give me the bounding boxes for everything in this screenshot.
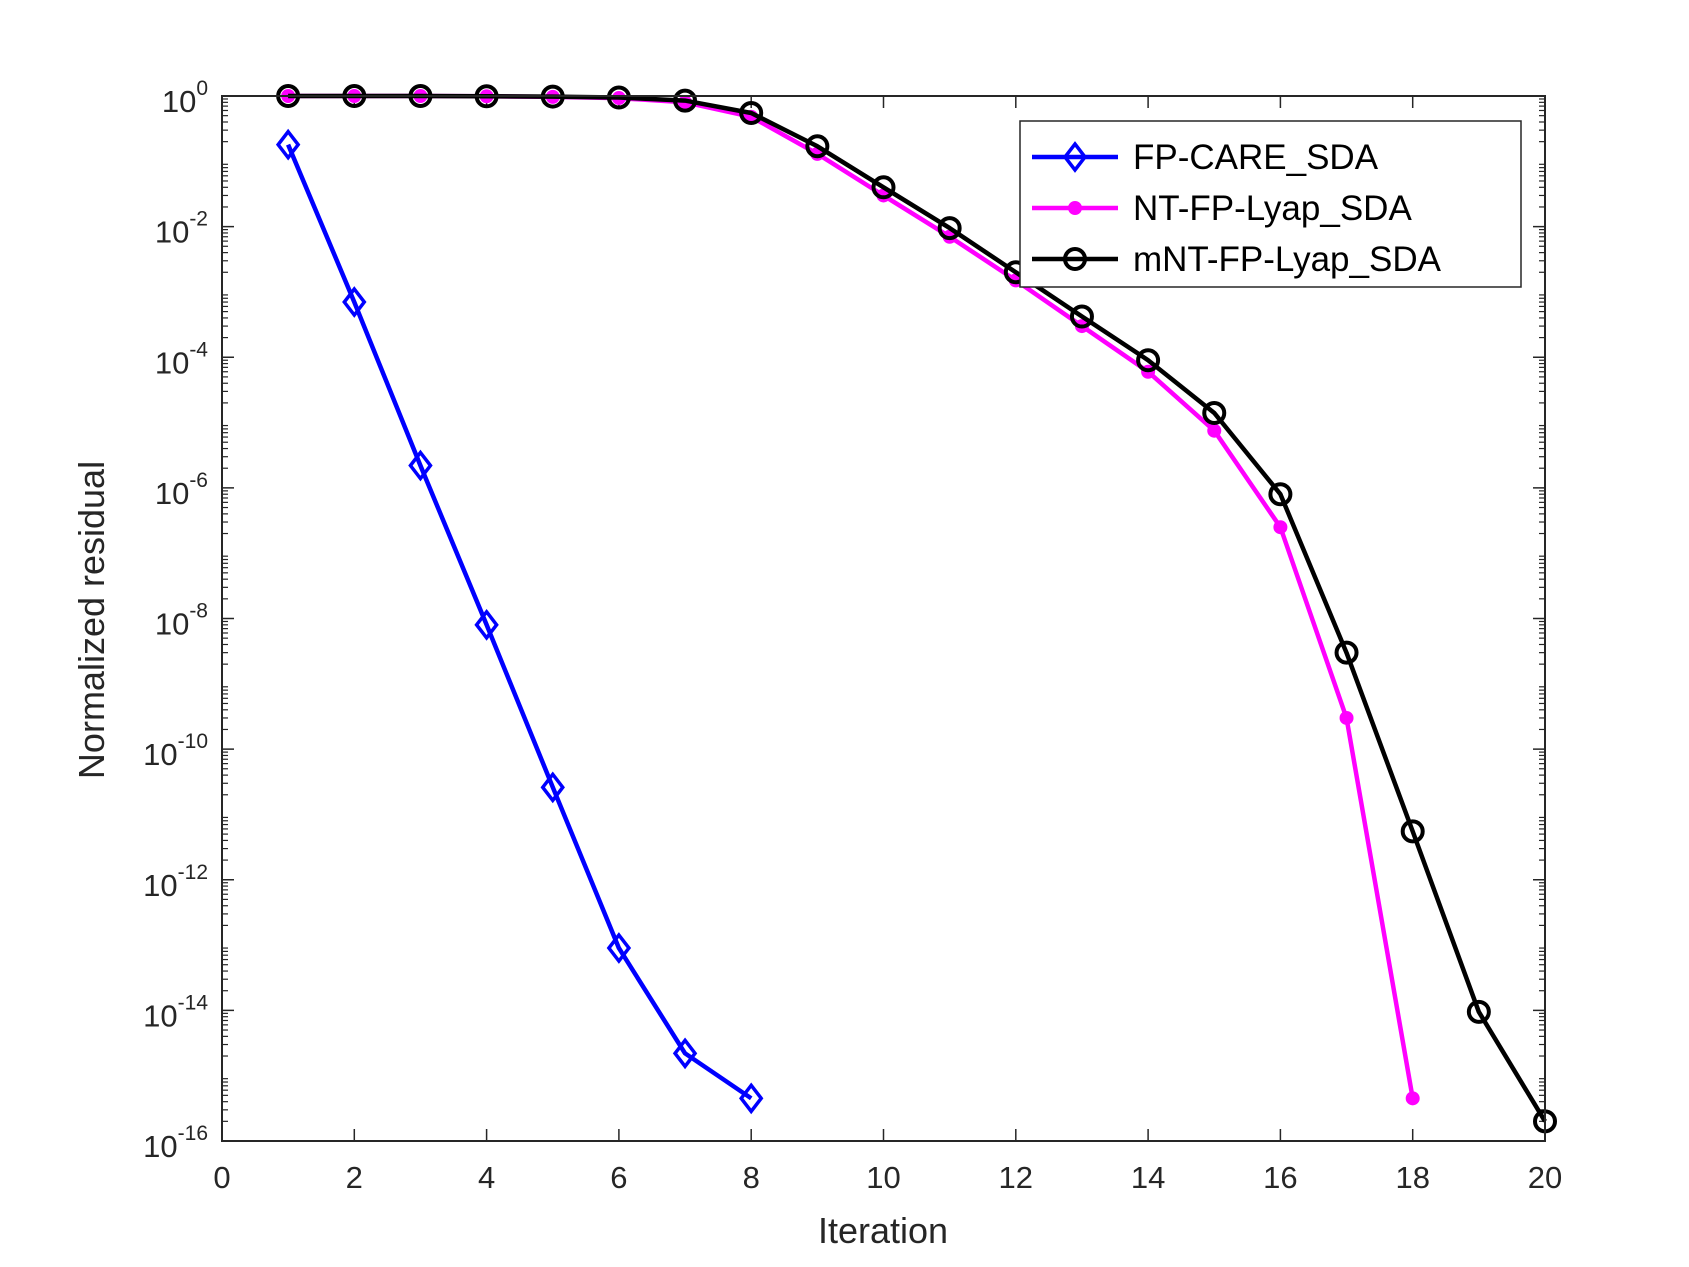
series-line: [286, 143, 753, 1101]
x-tick-label: 0: [213, 1160, 230, 1195]
y-axis-title: Normalized residual: [71, 461, 112, 779]
y-tick-label: 10-8: [155, 600, 208, 642]
legend-entry: mNT-FP-Lyap_SDA: [1032, 240, 1442, 279]
data-point: [805, 134, 830, 159]
data-point: [1405, 1091, 1420, 1106]
data-point: [540, 771, 565, 804]
y-tick-label: 10-4: [155, 338, 208, 380]
data-point: [1136, 348, 1161, 373]
data-point: [1334, 640, 1359, 665]
y-tick-label: 100: [162, 77, 208, 119]
legend-label: FP-CARE_SDA: [1133, 138, 1379, 177]
legend-marker: [1062, 141, 1088, 173]
data-point: [672, 1037, 698, 1070]
data-point: [606, 932, 632, 964]
data-point: [606, 85, 631, 110]
legend-entry: NT-FP-Lyap_SDA: [1032, 189, 1412, 228]
data-point: [474, 608, 499, 641]
legend-label: NT-FP-Lyap_SDA: [1133, 189, 1412, 228]
data-point: [408, 449, 433, 482]
x-tick-label: 2: [346, 1160, 363, 1195]
x-tick-label: 16: [1263, 1160, 1297, 1195]
data-point: [1400, 819, 1425, 844]
x-tick-label: 18: [1395, 1160, 1429, 1195]
y-tick-label: 10-16: [143, 1122, 208, 1164]
data-point: [1466, 999, 1491, 1024]
y-tick-label: 10-14: [143, 991, 208, 1033]
x-tick-label: 8: [743, 1160, 760, 1195]
x-tick-labels: 0 2 4 6 8 10 12 14 16 18 20: [213, 1160, 1562, 1195]
y-tick-label: 10-10: [143, 730, 208, 772]
axes-box: [221, 95, 1546, 1142]
data-point: [1207, 423, 1222, 438]
data-point: [275, 128, 301, 161]
y-tick-label: 10-12: [143, 861, 208, 903]
x-tick-label: 6: [610, 1160, 627, 1195]
legend: FP-CARE_SDA NT-FP-Lyap_SDA mNT-FP-Lyap_SDA: [1019, 120, 1522, 288]
data-point: [871, 175, 896, 200]
data-point: [1268, 482, 1293, 507]
legend-marker: [1068, 201, 1082, 215]
y-tick-labels: 10-16 10-14 10-12 10-10 10-8 10-6 10-4 10-2 100: [143, 77, 208, 1164]
legend-label: mNT-FP-Lyap_SDA: [1133, 240, 1442, 279]
data-point: [739, 100, 764, 125]
x-tick-label: 4: [478, 1160, 495, 1195]
data-point: [673, 88, 698, 113]
data-point: [342, 286, 367, 318]
data-point: [738, 1082, 764, 1115]
x-tick-label: 14: [1131, 1160, 1165, 1195]
data-point: [1069, 304, 1094, 329]
data-point: [1339, 710, 1354, 725]
y-tick-label: 10-2: [155, 208, 208, 250]
x-tick-label: 10: [866, 1160, 900, 1195]
data-point: [1202, 401, 1227, 426]
x-axis-title: Iteration: [818, 1210, 948, 1251]
x-tick-label: 12: [999, 1160, 1033, 1195]
series-FP-CARE_SDA: [275, 128, 764, 1115]
legend-entry: FP-CARE_SDA: [1032, 138, 1379, 177]
x-tick-label: 20: [1528, 1160, 1562, 1195]
data-point: [937, 216, 962, 241]
data-point: [1273, 520, 1288, 535]
legend-marker: [1063, 247, 1087, 271]
y-tick-label: 10-6: [155, 469, 208, 511]
